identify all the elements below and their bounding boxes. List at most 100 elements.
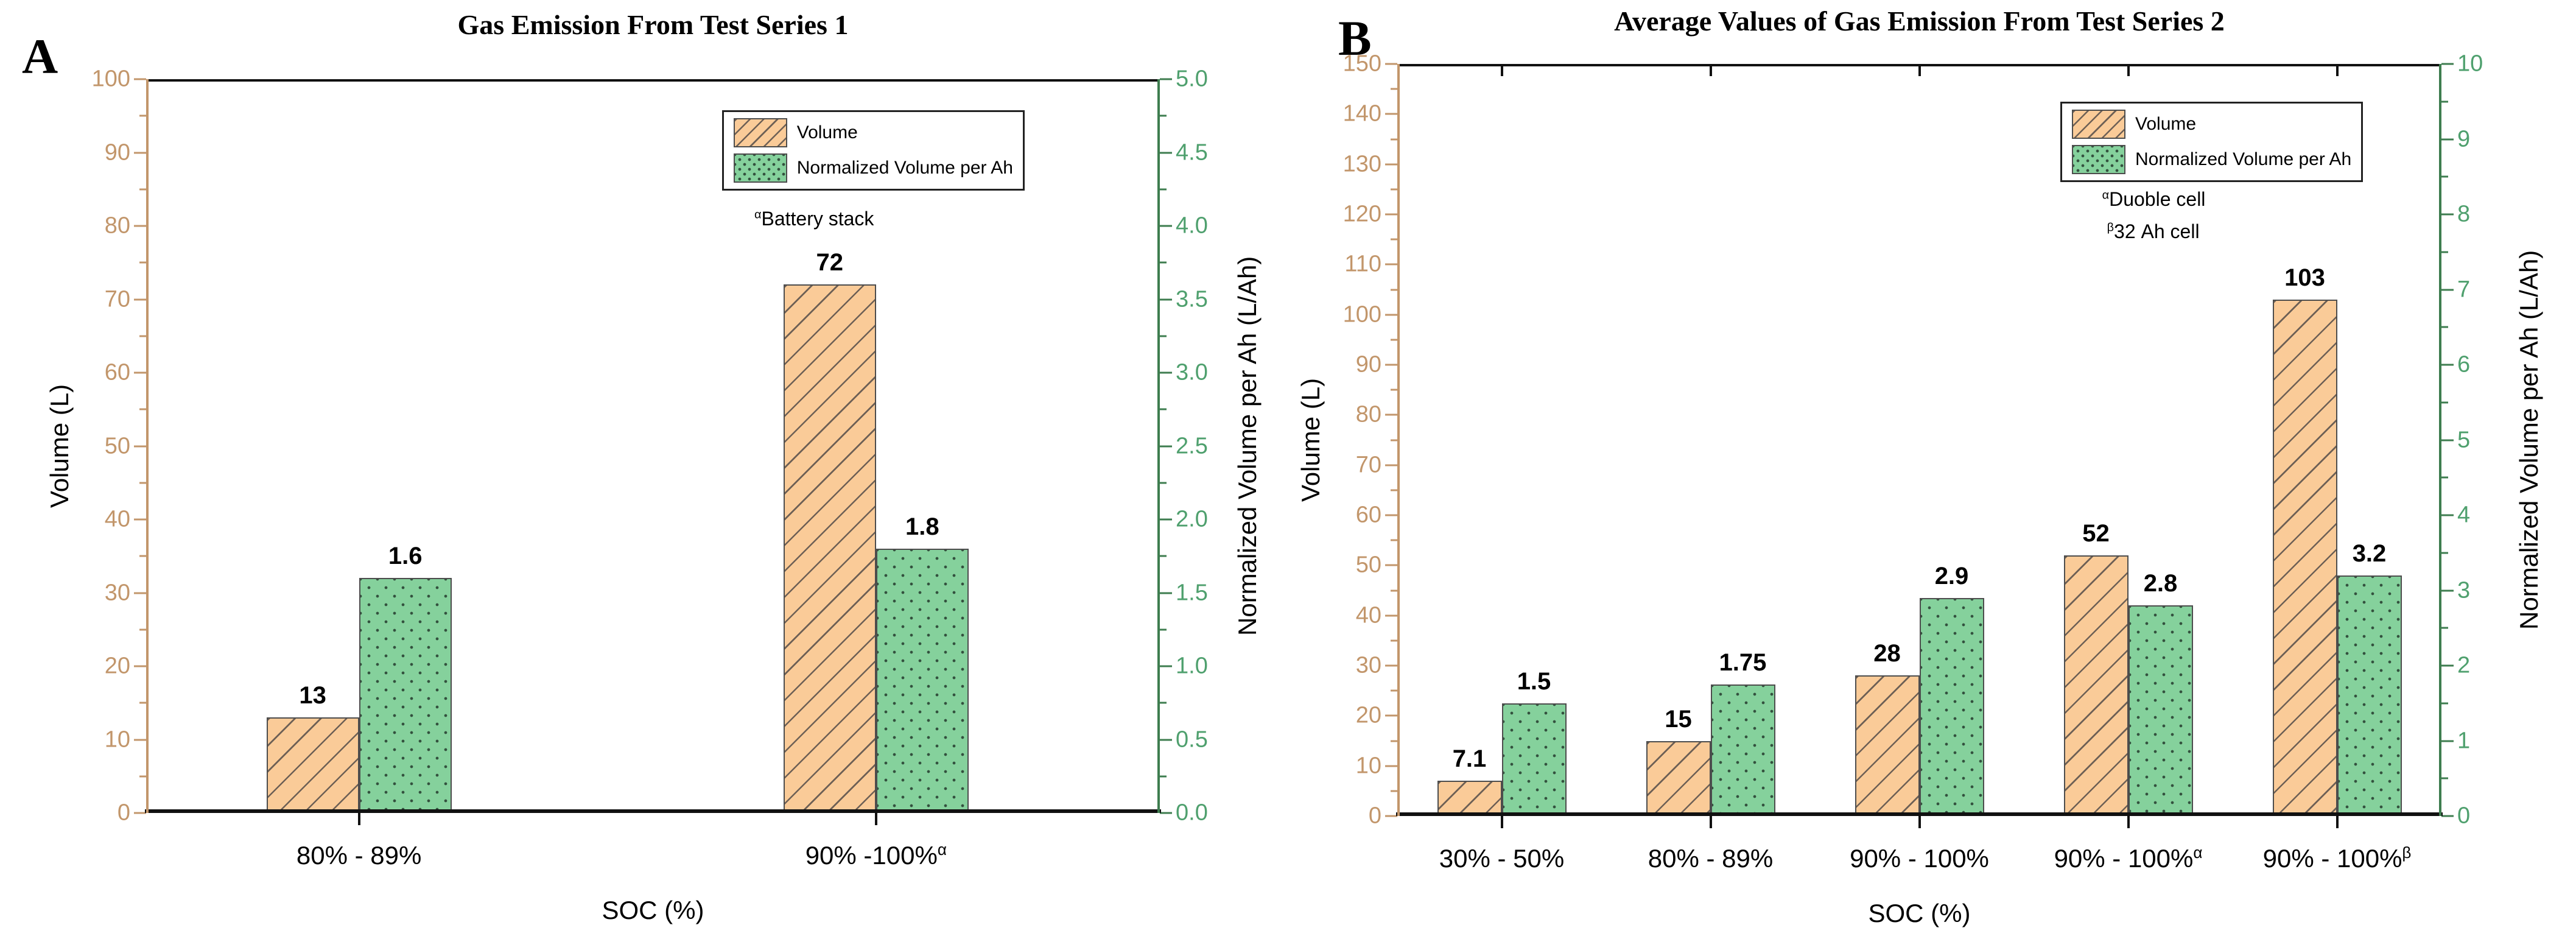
- y-tick-l: [1391, 589, 1397, 591]
- y-tick-r: [1160, 114, 1167, 117]
- y-tick-label-l: 70: [104, 286, 130, 312]
- y-tick-r: [1160, 445, 1172, 447]
- y-tick-r: [2441, 251, 2448, 253]
- bar-normalized: [359, 578, 452, 813]
- legend-item: Normalized Volume per Ah: [2072, 144, 2351, 174]
- y-tick-label-r: 2: [2457, 652, 2471, 678]
- legend-swatch-dots: [733, 153, 787, 183]
- y-tick-label-l: 90: [104, 139, 130, 165]
- category-label: 90% - 100%: [1850, 844, 1989, 873]
- y-tick-l: [134, 298, 146, 300]
- y-tick-label-l: 60: [104, 359, 130, 385]
- y-tick-l: [1391, 790, 1397, 792]
- y-tick-r: [2441, 63, 2454, 65]
- y-tick-l: [139, 628, 146, 631]
- y-tick-label-l: 90: [1355, 351, 1381, 378]
- y-tick-label-l: 20: [104, 653, 130, 679]
- legend-label: Normalized Volume per Ah: [796, 157, 1013, 178]
- bar-normalized: [876, 549, 969, 813]
- plot-area-b: Volume Normalized Volume per Ah αDuoble c…: [1343, 51, 2483, 873]
- y-tick-l: [1391, 539, 1397, 541]
- legend-swatch-dots: [2072, 144, 2126, 174]
- legend-swatch-hatch: [2072, 109, 2126, 139]
- y-tick-l: [1391, 339, 1397, 341]
- y-tick-r: [1160, 775, 1167, 778]
- y-tick-label-r: 3.5: [1176, 286, 1208, 312]
- y-tick-l: [1391, 489, 1397, 491]
- bar-value-label: 2.9: [1934, 562, 1969, 589]
- annotations-b: αDuoble cell β32 Ah cell: [2102, 188, 2206, 253]
- y-tick-l: [1391, 389, 1397, 391]
- y-tick-r: [2441, 589, 2454, 591]
- category-label: 80% - 89%: [1648, 844, 1774, 873]
- y-tick-r: [2441, 138, 2454, 140]
- bar-volume: [2272, 299, 2337, 816]
- right-axis-line: [2439, 64, 2441, 816]
- y-tick-r: [1160, 152, 1172, 153]
- y-tick-label-r: 2.5: [1176, 433, 1208, 459]
- y-tick-l: [1385, 614, 1397, 617]
- y-tick-r: [2441, 777, 2448, 779]
- bottom-axis-line: [1396, 812, 2443, 816]
- plot-area-a: Volume Normalized Volume per Ah αBattery …: [92, 66, 1208, 870]
- y-tick-label-l: 20: [1355, 702, 1381, 728]
- y-tick-label-l: 40: [104, 506, 130, 532]
- y-tick-label-r: 8: [2457, 201, 2471, 227]
- legend-label: Volume: [2135, 113, 2197, 134]
- y-tick-r: [2441, 175, 2448, 178]
- y-tick-r: [1160, 261, 1167, 264]
- y-tick-label-l: 130: [1342, 151, 1381, 177]
- bar-volume: [266, 717, 359, 813]
- y-tick-l: [1385, 514, 1397, 516]
- y-tick-l: [1391, 138, 1397, 140]
- y-tick-l: [1385, 113, 1397, 115]
- category-label: 90% - 100%α: [2054, 843, 2203, 873]
- legend-b: Volume Normalized Volume per Ah: [2060, 101, 2364, 182]
- y-tick-l: [134, 152, 146, 153]
- bottom-axis-line: [145, 809, 1161, 813]
- category-label: 90% - 100%β: [2262, 843, 2412, 873]
- y-tick-label-r: 9: [2457, 126, 2471, 152]
- y-tick-label-l: 30: [104, 580, 130, 605]
- y-tick-r: [2441, 476, 2448, 479]
- y-tick-l: [139, 114, 146, 117]
- legend-a: Volume Normalized Volume per Ah: [721, 110, 1025, 191]
- panel-label-b: B: [1338, 10, 1372, 66]
- y-tick-l: [1385, 364, 1397, 366]
- y-tick-l: [139, 188, 146, 191]
- y-tick-label-l: 30: [1355, 652, 1381, 678]
- y-tick-r: [2441, 401, 2448, 404]
- y-tick-r: [1160, 298, 1172, 300]
- y-tick-l: [139, 261, 146, 264]
- y-tick-l: [1391, 88, 1397, 90]
- y-tick-r: [2441, 815, 2454, 817]
- y-tick-r: [2441, 100, 2448, 103]
- y-tick-label-l: 110: [1344, 251, 1381, 277]
- x-tick: [1709, 816, 1712, 828]
- bar-value-label: 28: [1873, 640, 1901, 667]
- y-tick-r: [1160, 665, 1172, 667]
- y-tick-l: [139, 335, 146, 337]
- y-tick-l: [1391, 639, 1397, 642]
- y-tick-l: [134, 518, 146, 521]
- y-tick-label-l: 0: [117, 800, 130, 826]
- chart-title-b: Average Values of Gas Emission From Test…: [1614, 5, 2225, 37]
- y-tick-r: [1160, 702, 1167, 704]
- y-tick-r: [1160, 628, 1167, 631]
- x-tick: [874, 813, 877, 825]
- y-tick-r: [2441, 740, 2454, 742]
- x-tick-top: [2127, 64, 2130, 76]
- bar-value-label: 2.8: [2143, 570, 2178, 597]
- y-tick-label-l: 140: [1342, 100, 1381, 127]
- y-tick-label-r: 4: [2457, 502, 2471, 528]
- y-tick-r: [2441, 702, 2448, 705]
- y-tick-l: [1391, 689, 1397, 692]
- y-tick-label-r: 10: [2457, 51, 2483, 77]
- y-tick-r: [1160, 739, 1172, 741]
- x-tick-top: [1500, 64, 1503, 76]
- y-tick-l: [139, 775, 146, 778]
- y-tick-r: [1160, 555, 1167, 557]
- y-tick-label-r: 1: [2457, 728, 2471, 753]
